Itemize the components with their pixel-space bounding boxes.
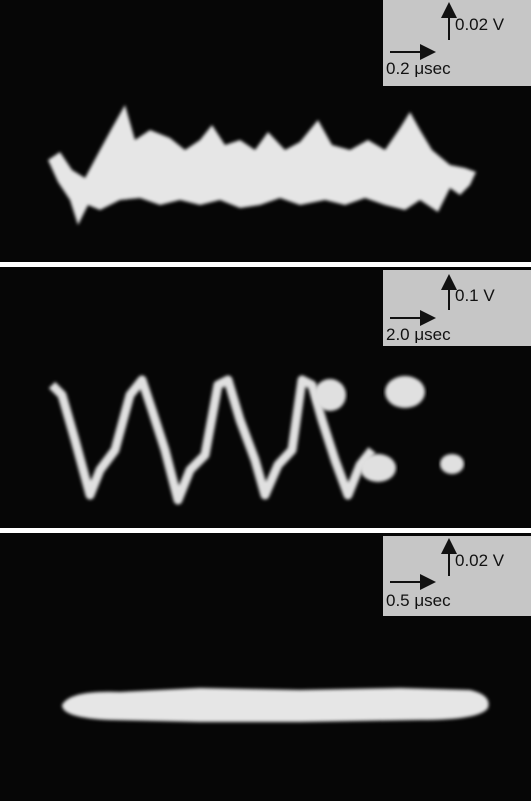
time-scale: 2.0 μsec: [386, 325, 451, 344]
scale-box: [383, 536, 531, 616]
waveform-blob: [314, 379, 346, 411]
waveform-blob: [440, 454, 464, 474]
voltage-scale: 0.02 V: [455, 15, 505, 34]
voltage-scale: 0.02 V: [455, 551, 505, 570]
scale-box: [383, 0, 531, 86]
waveform: [48, 105, 476, 225]
waveform-blob: [385, 376, 425, 408]
waveform: [62, 688, 489, 722]
panel: 0.02 V 0.5 μsec: [0, 533, 531, 801]
time-scale: 0.5 μsec: [386, 591, 451, 610]
time-scale: 0.2 μsec: [386, 59, 451, 78]
waveform-blob: [360, 454, 396, 482]
scale-box: [383, 270, 531, 346]
waveform: [48, 375, 376, 505]
voltage-scale: 0.1 V: [455, 286, 495, 305]
panel: 0.02 V 0.2 μsec: [0, 0, 531, 262]
panel: 0.1 V 2.0 μsec: [0, 267, 531, 528]
